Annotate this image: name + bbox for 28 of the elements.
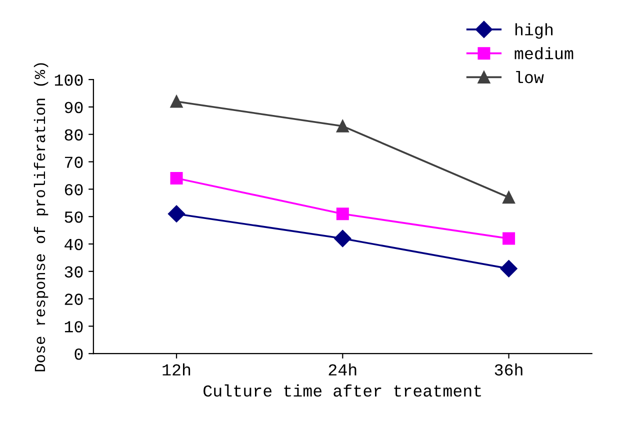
legend-label: medium [514, 47, 574, 60]
y-tick-label: 40 [64, 238, 83, 250]
y-axis-title: Dose response of proliferation (%) [34, 63, 48, 372]
y-tick-label: 70 [65, 156, 83, 168]
y-tick-label: 20 [64, 294, 83, 305]
y-tick-label: 60 [64, 184, 83, 196]
point [500, 260, 518, 278]
y-tick-label: 30 [64, 266, 83, 278]
x-tick-label: 12h [162, 363, 190, 376]
point [336, 120, 349, 132]
x-tick-label: 36h [494, 363, 522, 376]
x-tick-label: 24h [328, 363, 356, 376]
y-tick-label: 50 [64, 211, 83, 223]
point [502, 191, 516, 204]
y-tick-label: 80 [64, 129, 83, 141]
point [336, 208, 349, 220]
x-axis-title: Culture time after treatment [204, 384, 481, 397]
y-tick-label: 10 [64, 321, 83, 332]
point [334, 230, 352, 248]
y-tick-label: 90 [64, 102, 83, 114]
point [168, 205, 186, 222]
point [170, 172, 183, 184]
point [170, 95, 183, 108]
y-tick-label: 100 [54, 74, 83, 86]
legend-label: low [516, 70, 544, 84]
y-tick-label: 0 [74, 348, 83, 360]
legend-label: high [515, 23, 553, 39]
point [502, 232, 516, 245]
